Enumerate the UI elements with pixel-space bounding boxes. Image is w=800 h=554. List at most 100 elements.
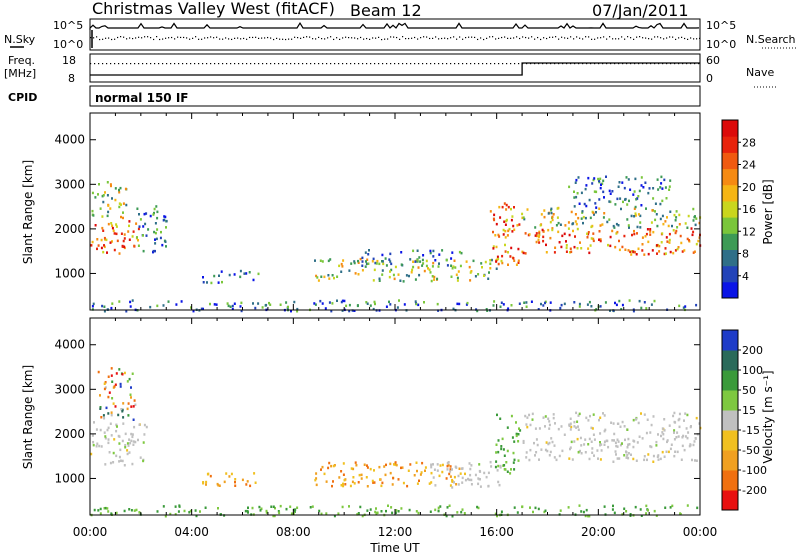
nsky-tick-high: 10^5 [53, 19, 83, 32]
power-panel-frame [89, 112, 701, 311]
velocity-cell [515, 421, 517, 424]
power-cell [697, 239, 700, 243]
velocity-cell [131, 462, 134, 466]
power-cell [328, 277, 331, 280]
power-cell [162, 219, 165, 222]
power-cell [102, 194, 105, 197]
power-cell [620, 308, 623, 311]
power-cell [576, 227, 579, 231]
velocity-cell [616, 438, 619, 441]
colorbar-swatch [722, 184, 738, 202]
power-cell [494, 234, 497, 237]
nave-dot [378, 63, 380, 65]
velocity-cell [577, 414, 580, 417]
power-cell [655, 244, 658, 247]
nsearch-dot [696, 38, 698, 40]
nsearch-dot [552, 36, 554, 38]
velocity-cell [673, 420, 676, 424]
velocity-cell [119, 385, 122, 388]
velocity-cell [627, 443, 630, 446]
power-cell [323, 275, 326, 279]
freq-label-line2: [MHz] [4, 67, 36, 80]
power-cell [542, 304, 545, 307]
nave-dot [158, 63, 160, 65]
power-cell [617, 224, 620, 227]
power-cell [580, 191, 583, 195]
power-cell [252, 302, 254, 305]
power-cell [639, 221, 642, 224]
power-cell [137, 227, 140, 231]
nave-dot [150, 63, 152, 65]
power-cell [591, 182, 594, 185]
nsearch-dot [273, 38, 275, 41]
power-cell [563, 232, 566, 236]
power-cell [422, 254, 425, 257]
power-cell [644, 235, 647, 238]
power-cell [319, 299, 322, 303]
nsearch-dot [174, 38, 176, 40]
velocity-cell [524, 414, 527, 418]
power-cell [628, 299, 631, 302]
velocity-cell [625, 450, 627, 453]
velocity-cell [100, 416, 103, 419]
nsearch-dot [516, 36, 518, 38]
y-tick-label: 3000 [54, 382, 85, 396]
velocity-cell [117, 434, 120, 438]
nave-dot [418, 63, 420, 65]
velocity-cell [421, 461, 424, 465]
velocity-cell [110, 411, 113, 414]
nave-dot [506, 63, 508, 65]
velocity-cell [568, 424, 571, 428]
y-tick-label: 2000 [54, 222, 85, 236]
velocity-cell [116, 425, 118, 428]
velocity-cell [526, 416, 529, 419]
velocity-cell [548, 427, 551, 430]
velocity-cell [657, 458, 660, 461]
velocity-cell [552, 416, 555, 420]
nsearch-dot [393, 36, 395, 38]
nave-dot [102, 63, 104, 65]
velocity-cell [217, 507, 219, 510]
power-cell [94, 196, 97, 199]
nsearch-dot [471, 36, 473, 38]
velocity-cell [95, 428, 98, 431]
power-cell [446, 264, 449, 267]
power-cell [412, 260, 415, 263]
velocity-cell [679, 513, 682, 516]
power-cell [633, 229, 635, 233]
power-cell [111, 226, 114, 230]
nsearch-dot [96, 36, 98, 38]
velocity-cell [126, 452, 129, 456]
power-cell [412, 265, 415, 269]
power-cell [385, 305, 388, 308]
power-cell [155, 205, 158, 208]
power-cell [504, 223, 507, 226]
velocity-cell [531, 412, 534, 416]
nsearch-dot [561, 36, 563, 38]
velocity-cell [692, 443, 695, 447]
power-cell [647, 191, 650, 195]
velocity-cell [627, 437, 630, 441]
velocity-cell [164, 515, 167, 518]
power-cell [92, 214, 95, 217]
nsearch-label: N.Search [746, 33, 796, 46]
power-cell [635, 198, 638, 201]
nsearch-dot [600, 37, 602, 39]
velocity-cell [695, 416, 698, 420]
velocity-cell [647, 453, 650, 456]
power-cell [538, 241, 541, 244]
nsearch-dot [486, 37, 488, 39]
power-cell [220, 270, 223, 273]
nave-dot [374, 63, 376, 65]
velocity-cell [130, 386, 132, 389]
velocity-cell [483, 471, 486, 475]
velocity-cell [124, 446, 127, 449]
power-cell [331, 302, 334, 305]
power-cell [652, 187, 655, 190]
nsearch-dot [669, 36, 671, 38]
velocity-cell [684, 412, 687, 415]
velocity-cell [589, 414, 591, 418]
velocity-cell [467, 477, 469, 481]
velocity-cell [418, 479, 420, 482]
